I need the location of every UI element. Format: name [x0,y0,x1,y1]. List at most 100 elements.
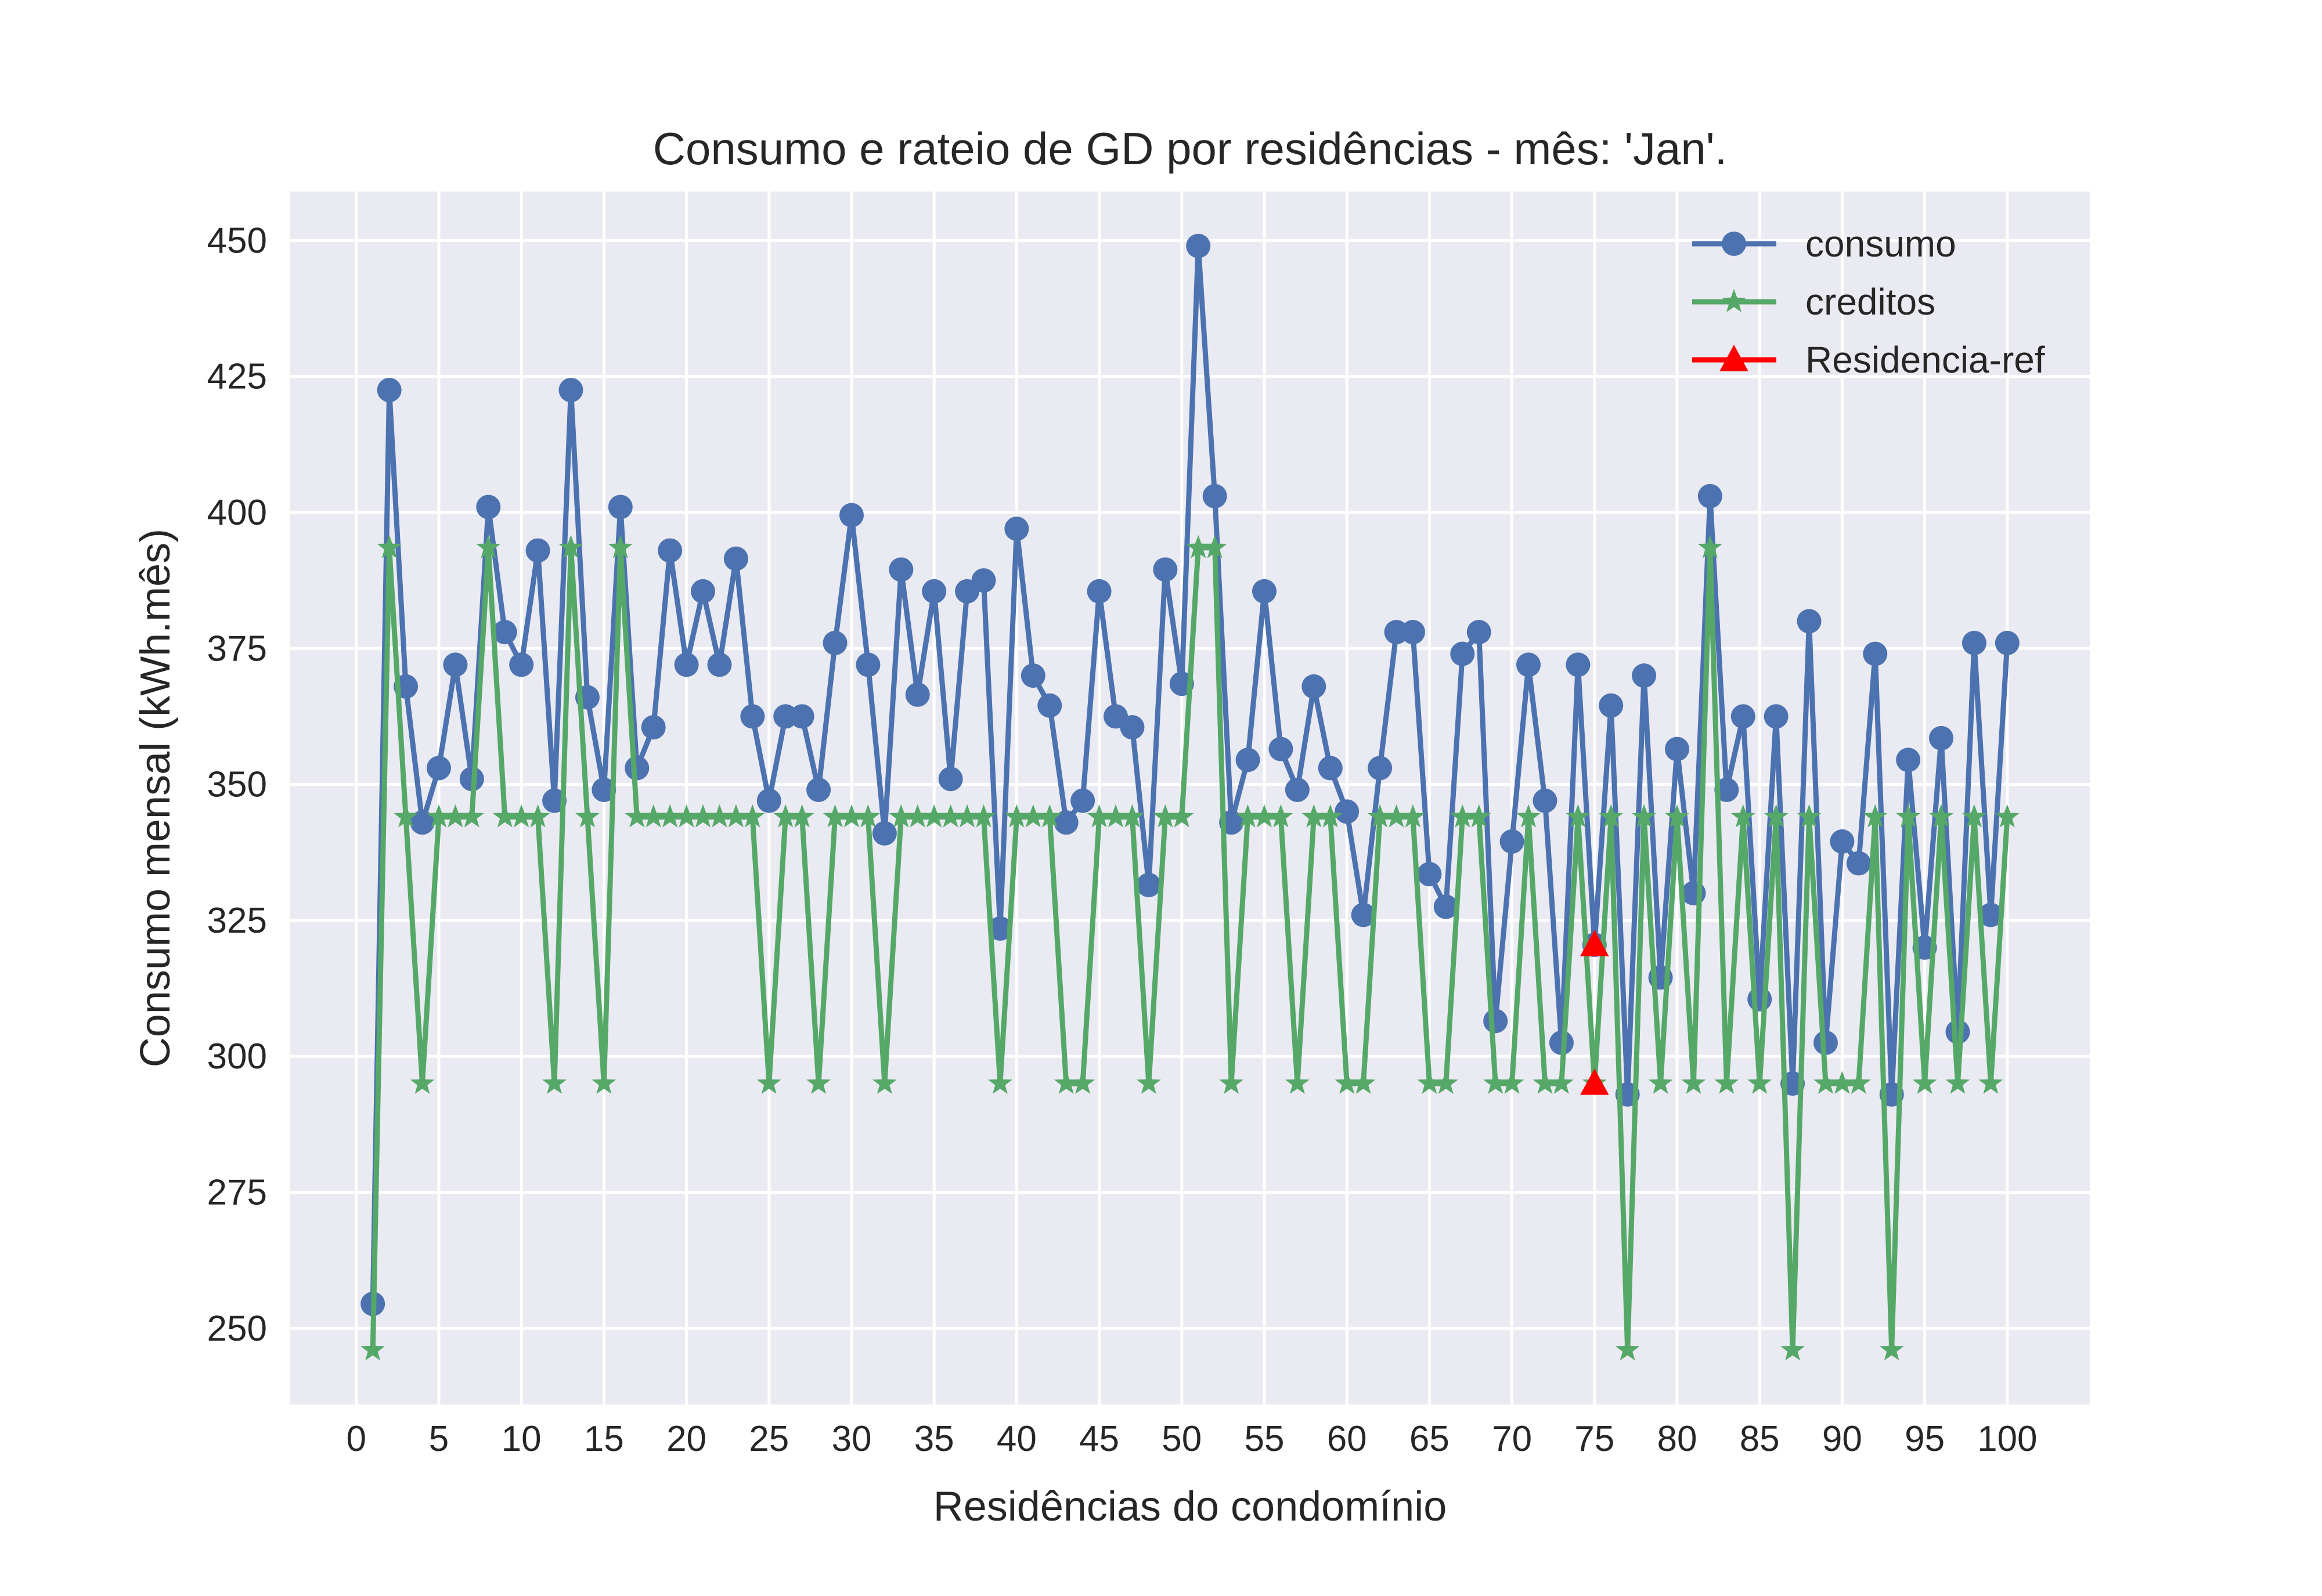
data-point-creditos [1665,804,1689,828]
data-point-consumo [1499,829,1524,854]
x-axis-label: Residências do condomínio [933,1483,1447,1530]
data-point-creditos [1137,1071,1161,1094]
data-point-consumo [1417,862,1442,887]
data-point-creditos [839,804,864,828]
x-tick-label: 90 [1822,1419,1862,1459]
data-point-consumo [1483,1009,1508,1034]
x-tick-label: 70 [1492,1419,1532,1459]
data-point-creditos [674,804,699,828]
data-point-consumo [1285,777,1310,802]
data-point-creditos [1830,1071,1855,1094]
data-point-creditos [658,804,683,828]
data-point-creditos [575,804,600,828]
data-point-consumo [1929,725,1954,750]
series-creditos [360,535,2020,1361]
data-point-consumo [1400,620,1425,645]
data-point-consumo [889,557,914,582]
y-tick-label: 350 [207,765,267,805]
data-point-creditos [1681,1071,1706,1094]
data-point-consumo [740,704,765,729]
data-point-consumo [608,494,633,519]
data-point-consumo [509,652,534,677]
data-point-consumo [1301,674,1326,699]
data-point-creditos [1599,804,1624,828]
y-tick-label: 425 [207,357,267,397]
data-point-creditos [360,1337,385,1361]
data-point-creditos [1285,1071,1310,1094]
data-point-consumo [723,546,748,571]
data-point-consumo [1335,799,1360,824]
legend-item-residencia-ref: Residencia-ref [1692,339,2045,381]
data-point-creditos [1648,1071,1673,1094]
data-point-creditos [1169,804,1194,828]
data-point-consumo [443,652,468,677]
data-point-consumo [1747,987,1772,1012]
x-tick-label: 10 [502,1419,542,1459]
x-tick-label: 35 [914,1419,954,1459]
data-point-creditos [1813,1071,1838,1094]
data-point-consumo [1021,663,1045,688]
data-point-consumo [1186,233,1211,258]
data-point-consumo [426,756,451,781]
data-point-consumo [476,494,501,519]
data-point-consumo [410,810,435,835]
y-tick-label: 250 [207,1309,267,1349]
data-point-creditos [1896,804,1921,828]
data-point-consumo [1995,630,2020,655]
data-point-creditos [955,804,979,828]
data-point-consumo [1664,736,1689,761]
x-tick-label: 65 [1409,1419,1450,1459]
data-point-creditos [823,804,848,828]
data-point-creditos [509,804,534,828]
data-point-creditos [542,1071,567,1094]
data-point-consumo [1714,777,1739,802]
data-point-creditos [1235,804,1260,828]
data-point-consumo [1004,517,1029,541]
data-point-consumo [756,788,781,813]
x-tick-labels: 0 5 10 15 20 25 30 35 40 45 50 55 60 65 70 75 80 85 90 95 10… [347,1419,2038,1459]
data-point-creditos [1962,804,1986,828]
data-point-creditos [492,804,517,828]
data-point-residencia-ref [1580,930,1609,956]
data-point-consumo [492,620,517,645]
data-point-creditos [1929,804,1953,828]
series-layer [360,233,2020,1361]
data-point-consumo [1962,630,1986,655]
data-point-consumo [823,630,848,655]
data-point-consumo [1764,704,1789,729]
data-point-creditos [1318,804,1343,828]
x-tick-label: 75 [1574,1419,1614,1459]
data-point-consumo [806,777,831,802]
data-point-consumo [1351,902,1376,927]
data-point-consumo [839,503,864,528]
legend-marker [1722,232,1746,256]
data-point-creditos [1351,1071,1376,1094]
data-point-consumo [987,916,1012,941]
data-point-creditos [1764,804,1789,828]
series-line-creditos [370,545,2010,1353]
data-point-consumo [1433,894,1458,919]
data-point-creditos [459,804,484,828]
data-point-creditos [1087,804,1112,828]
data-point-creditos [592,1071,616,1094]
x-tick-label: 40 [997,1419,1037,1459]
data-point-creditos [1037,804,1062,828]
data-point-creditos [691,804,715,828]
data-point-creditos [707,804,732,828]
data-point-consumo [658,538,683,563]
data-point-consumo [1846,851,1871,876]
data-point-creditos [1978,1071,2003,1094]
data-point-consumo [1368,756,1393,781]
data-point-creditos [1863,804,1888,828]
data-point-creditos [1879,1337,1904,1361]
data-point-creditos [377,535,402,558]
x-tick-label: 85 [1740,1419,1780,1459]
data-point-consumo [1797,609,1822,634]
data-point-consumo [1087,579,1112,604]
data-point-consumo [1037,693,1062,718]
data-point-creditos [1004,804,1029,828]
data-point-creditos [889,804,914,828]
data-point-creditos [1912,1071,1937,1094]
x-tick-label: 55 [1244,1419,1284,1459]
data-point-consumo [1599,693,1624,718]
